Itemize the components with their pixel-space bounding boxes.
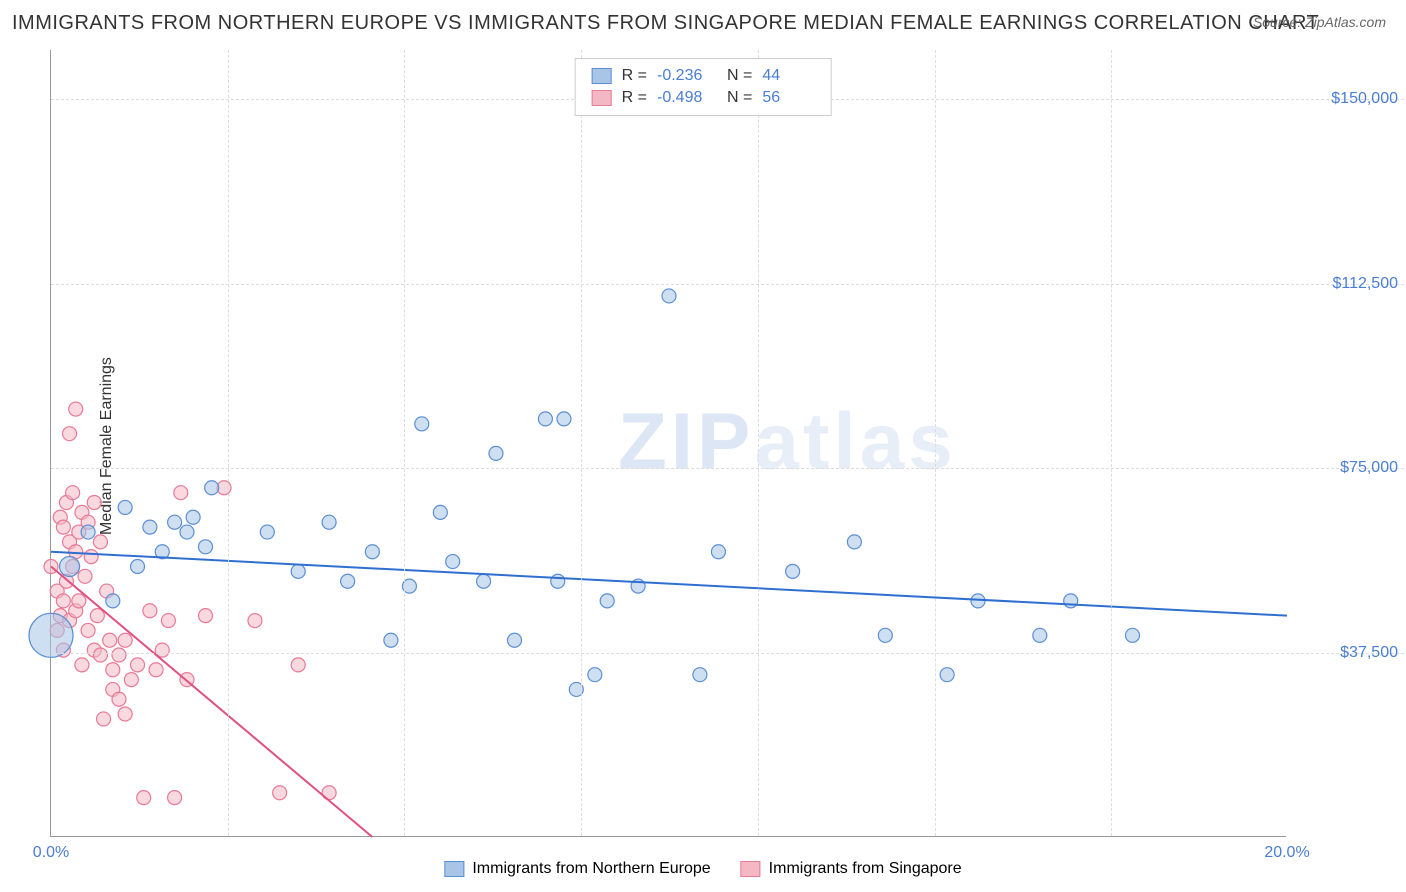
correlation-row-2: R = -0.498 N = 56 [592,87,815,109]
plot-area: $37,500$75,000$112,500$150,0000.0%20.0% [50,50,1286,837]
correlation-row-1: R = -0.236 N = 44 [592,65,815,87]
r-label: R = [622,89,647,107]
r-value-2: -0.498 [657,89,709,107]
legend-label-2: Immigrants from Singapore [769,860,962,878]
correlation-legend: R = -0.236 N = 44 R = -0.498 N = 56 [575,58,832,116]
legend-item-1: Immigrants from Northern Europe [444,860,710,878]
chart-source: Source: ZipAtlas.com [1253,14,1386,30]
series-legend: Immigrants from Northern Europe Immigran… [444,860,961,878]
n-value-1: 44 [762,67,814,85]
legend-swatch-blue [444,861,464,877]
n-label: N = [727,89,752,107]
n-value-2: 56 [762,89,814,107]
chart-title: IMMIGRANTS FROM NORTHERN EUROPE VS IMMIG… [12,12,1319,35]
n-label: N = [727,67,752,85]
scatter-plot-svg [51,50,1286,836]
legend-item-2: Immigrants from Singapore [741,860,962,878]
legend-label-1: Immigrants from Northern Europe [472,860,710,878]
legend-swatch-blue [592,68,612,84]
legend-swatch-pink [741,861,761,877]
r-value-1: -0.236 [657,67,709,85]
r-label: R = [622,67,647,85]
chart-container: IMMIGRANTS FROM NORTHERN EUROPE VS IMMIG… [0,0,1406,892]
legend-swatch-pink [592,90,612,106]
